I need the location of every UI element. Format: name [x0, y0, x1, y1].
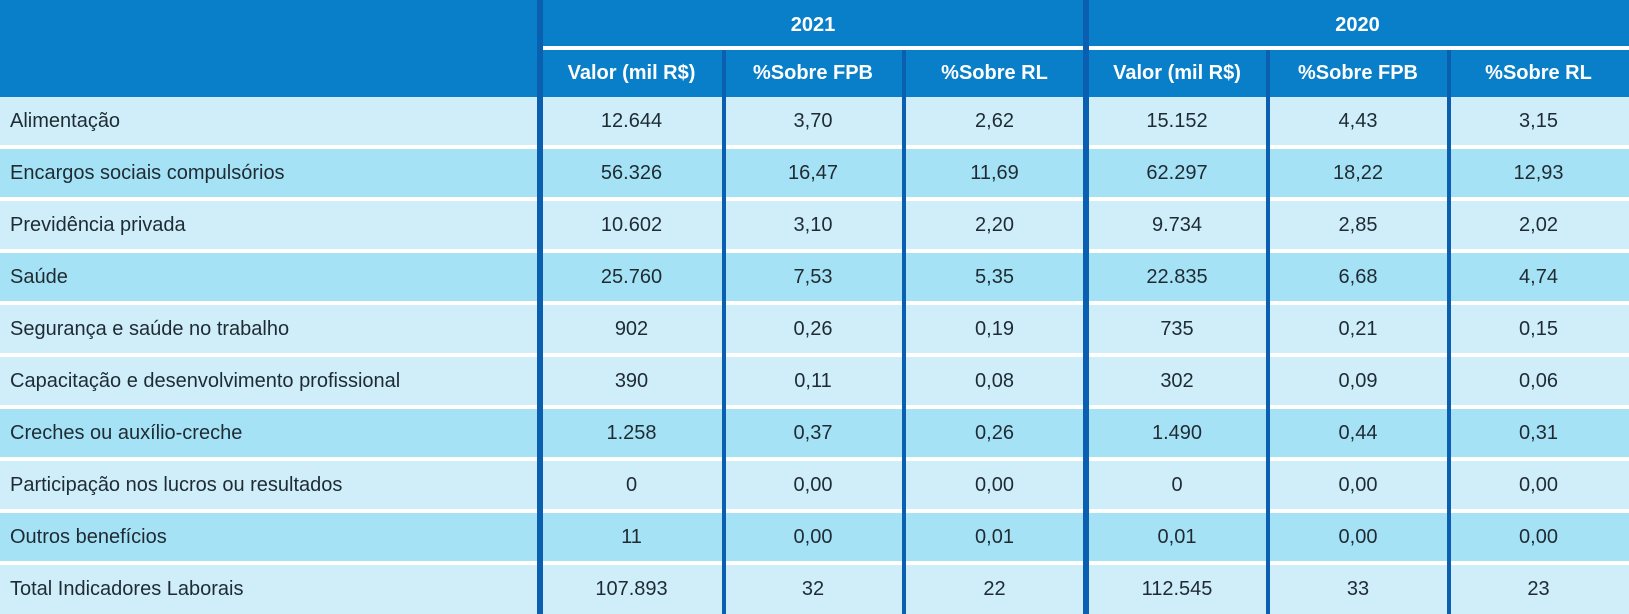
row-label: Previdência privada — [10, 213, 186, 236]
cell-value: 390 — [614, 369, 649, 392]
cell-value: 0,26 — [975, 421, 1014, 444]
column-header-valor-2020: Valor (mil R$) — [1113, 62, 1241, 84]
table-row: Saúde 25.760 7,53 5,35 22.835 6,68 4,74 — [0, 253, 1629, 301]
cell-value: 0,01 — [975, 525, 1014, 548]
row-label: Participação nos lucros ou resultados — [10, 473, 343, 496]
column-header-fpb-2021: %Sobre FPB — [752, 62, 874, 84]
cell-value: 10.602 — [600, 213, 663, 236]
cell-value: 2,62 — [975, 109, 1014, 132]
cell-value: 0,00 — [1338, 473, 1378, 496]
cell-value: 0 — [1171, 473, 1183, 496]
cell-value: 902 — [614, 317, 649, 340]
row-label: Outros benefícios — [10, 525, 167, 548]
cell-value: 2,02 — [1519, 213, 1558, 236]
row-label: Encargos sociais compulsórios — [10, 161, 285, 184]
cell-value: 11,69 — [970, 161, 1019, 184]
cell-value: 11 — [621, 525, 642, 548]
column-header-valor-2021: Valor (mil R$) — [567, 62, 696, 84]
cell-value: 2,85 — [1338, 213, 1378, 236]
table-row: Capacitação e desenvolvimento profission… — [0, 357, 1629, 405]
column-header-fpb-2020: %Sobre FPB — [1297, 62, 1419, 84]
cell-value: 0,09 — [1338, 369, 1378, 392]
cell-value: 0,01 — [1157, 525, 1197, 548]
cell-value: 0,21 — [1338, 317, 1378, 340]
cell-value: 0,31 — [1519, 421, 1558, 444]
cell-value: 22 — [983, 578, 1006, 600]
row-label: Creches ou auxílio-creche — [10, 421, 243, 444]
cell-value: 62.297 — [1146, 161, 1208, 184]
cell-value: 0,00 — [793, 525, 833, 548]
cell-value: 0,00 — [975, 473, 1014, 496]
column-header-rl-2021: %Sobre RL — [941, 62, 1048, 84]
table-row: Segurança e saúde no trabalho 902 0,26 0… — [0, 305, 1629, 353]
cell-value: 0,08 — [975, 369, 1014, 392]
cell-value: 0,00 — [793, 473, 833, 496]
cell-value: 5,35 — [975, 265, 1014, 288]
cell-value: 0,00 — [1519, 473, 1558, 496]
cell-value: 32 — [801, 578, 825, 600]
cell-value: 0,37 — [793, 421, 833, 444]
table-row-total: Total Indicadores Laborais 107.893 32 22… — [0, 565, 1629, 614]
cell-value: 2,20 — [975, 213, 1014, 236]
table-row: Participação nos lucros ou resultados 0 … — [0, 461, 1629, 509]
cell-value: 0 — [625, 473, 638, 496]
cell-value: 112.545 — [1141, 578, 1213, 600]
cell-value: 107.893 — [595, 578, 668, 600]
column-header-label — [0, 50, 540, 97]
table-row: Creches ou auxílio-creche 1.258 0,37 0,2… — [0, 409, 1629, 457]
cell-value: 3,10 — [793, 213, 833, 236]
cell-value: 6,68 — [1338, 265, 1378, 288]
cell-value: 9.734 — [1151, 213, 1203, 236]
cell-value: 0,00 — [1338, 525, 1378, 548]
cell-value: 0,06 — [1519, 369, 1558, 392]
cell-value: 3,70 — [793, 109, 833, 132]
column-header-row: Valor (mil R$) %Sobre FPB %Sobre RL Valo… — [0, 50, 1629, 97]
cell-value: 33 — [1346, 578, 1370, 600]
row-label: Segurança e saúde no trabalho — [10, 317, 290, 340]
cell-value: 302 — [1160, 369, 1194, 392]
cell-value: 4,74 — [1519, 265, 1558, 288]
row-label: Capacitação e desenvolvimento profission… — [10, 369, 401, 392]
table-row: Alimentação 12.644 3,70 2,62 15.152 4,43… — [0, 97, 1629, 145]
cell-value: 25.760 — [600, 265, 663, 288]
cell-value: 735 — [1160, 317, 1194, 340]
cell-value: 7,53 — [793, 265, 833, 288]
cell-value: 0,44 — [1338, 421, 1378, 444]
cell-value: 18,22 — [1332, 161, 1384, 184]
cell-value: 22.835 — [1146, 265, 1208, 288]
row-label: Alimentação — [10, 109, 121, 132]
column-header-rl-2020: %Sobre RL — [1485, 62, 1592, 84]
cell-value: 15.152 — [1146, 109, 1208, 132]
cell-value: 0,19 — [975, 317, 1014, 340]
table-row: Encargos sociais compulsórios 56.326 16,… — [0, 149, 1629, 197]
cell-value: 3,15 — [1519, 109, 1558, 132]
row-label: Total Indicadores Laborais — [10, 578, 244, 600]
header-year-2021: 2021 — [790, 13, 836, 36]
cell-value: 56.326 — [600, 161, 663, 184]
table-row: Previdência privada 10.602 3,10 2,20 9.7… — [0, 201, 1629, 249]
cell-value: 0,15 — [1519, 317, 1558, 340]
cell-value: 4,43 — [1338, 109, 1378, 132]
header-year-2020: 2020 — [1335, 13, 1380, 36]
cell-value: 16,47 — [787, 161, 839, 184]
cell-value: 0,26 — [793, 317, 833, 340]
cell-value: 12.644 — [600, 109, 663, 132]
row-label: Saúde — [10, 265, 68, 288]
table-row: Outros benefícios 11 0,00 0,01 0,01 0,00… — [0, 513, 1629, 561]
cell-value: 0,11 — [794, 369, 832, 392]
cell-value: 1.490 — [1151, 421, 1203, 444]
cell-value: 0,00 — [1519, 525, 1558, 548]
cell-value: 23 — [1527, 578, 1550, 600]
cell-value: 12,93 — [1513, 161, 1564, 184]
cell-value: 1.258 — [606, 421, 657, 444]
header-separator — [540, 46, 1629, 50]
